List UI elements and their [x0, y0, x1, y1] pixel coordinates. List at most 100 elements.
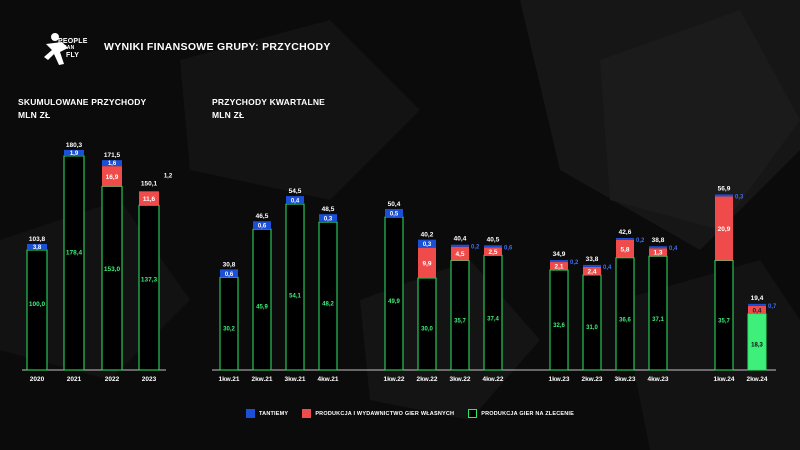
legend-item-own-games: PRODUKCJA I WYDAWNICTWO GIER WŁASNYCH [302, 409, 454, 418]
quarterly-bar-royalty-4kw-22 [484, 245, 502, 248]
cumulative-total-2020: 103,8 [29, 236, 46, 243]
quarterly-total-2kw-24: 19,4 [751, 295, 764, 302]
quarterly-bar-contract-1kw-22 [384, 216, 404, 371]
cumulative-total-2021: 180,3 [66, 142, 83, 149]
quarterly-label-own-1kw-24: 20,9 [718, 226, 731, 233]
quarterly-label-royalty-1kw-23: 0,2 [570, 260, 579, 266]
quarterly-label-contract-1kw-23: 32,6 [553, 323, 565, 329]
quarterly-label-contract-2kw-23: 31,0 [586, 325, 598, 331]
quarterly-category-2kw-21: 2kw.21 [251, 376, 272, 383]
cumulative-total-2022: 171,5 [104, 152, 121, 159]
quarterly-total-1kw-21: 30,8 [223, 261, 236, 268]
cumulative-bar-royalty-2021 [64, 149, 84, 156]
cumulative-label-own-2023: 11,6 [143, 196, 156, 203]
people-can-fly-logo [44, 33, 68, 65]
page-title: WYNIKI FINANSOWE GRUPY: PRZYCHODY [104, 41, 331, 53]
cumulative-bar-own-2023 [139, 191, 159, 206]
cumulative-bar-royalty-2020 [27, 244, 47, 250]
cumulative-bar-contract-2021 [63, 155, 85, 371]
cumulative-category-2021: 2021 [67, 376, 82, 383]
quarterly-category-1kw-24: 1kw.24 [713, 376, 734, 383]
legend-item-contract-games: PRODUKCJA GIER NA ZLECENIE [468, 409, 574, 418]
quarterly-category-4kw-21: 4kw.21 [317, 376, 338, 383]
quarterly-total-3kw-22: 40,4 [454, 236, 467, 243]
quarterly-bar-contract-4kw-21 [318, 221, 338, 371]
quarterly-label-royalty-1kw-24: 0,3 [735, 194, 744, 200]
quarterly-bar-royalty-1kw-23 [550, 260, 568, 263]
quarterly-label-own-3kw-23: 5,8 [620, 246, 629, 253]
quarterly-bar-contract-2kw-23 [582, 274, 602, 371]
quarterly-category-2kw-24: 2kw.24 [746, 376, 767, 383]
legend-item-tantiemy: TANTIEMY [246, 409, 288, 418]
quarterly-total-4kw-22: 40,5 [487, 236, 500, 243]
cumulative-bar-contract-2022 [101, 185, 123, 371]
quarterly-bar-royalty-1kw-22 [385, 208, 403, 217]
quarterly-bar-contract-1kw-24 [714, 260, 734, 371]
quarterly-chart-title: PRZYCHODY KWARTALNE MLN ZŁ [212, 97, 326, 120]
cumulative-bar-own-2022 [102, 166, 122, 187]
quarterly-bar-contract-4kw-22 [483, 254, 503, 371]
quarterly-total-2kw-21: 46,5 [256, 213, 269, 220]
legend-label-tantiemy: TANTIEMY [259, 410, 289, 417]
cumulative-label-royalty-2020: 3,8 [33, 245, 42, 251]
cumulative-label-contract-2023: 137,3 [141, 276, 158, 283]
quarterly-bar-own-3kw-22 [451, 246, 469, 261]
quarterly-total-3kw-23: 42,6 [619, 229, 632, 236]
quarterly-label-royalty-2kw-24: 0,7 [768, 304, 777, 310]
quarterly-bar-own-1kw-24 [715, 196, 733, 261]
quarterly-bar-contract-2kw-21 [252, 228, 272, 371]
quarterly-label-royalty-3kw-22: 0,2 [471, 245, 480, 251]
quarterly-label-contract-2kw-21: 45,9 [256, 305, 268, 311]
legend: TANTIEMY PRODUKCJA I WYDAWNICTWO GIER WŁ… [246, 409, 588, 418]
cumulative-label-own-2022: 16,9 [106, 174, 119, 181]
quarterly-label-contract-3kw-23: 36,6 [619, 317, 631, 323]
cumulative-label-contract-2020: 100,0 [29, 301, 46, 308]
cumulative-label-contract-2022: 153,0 [104, 266, 121, 273]
quarterly-category-3kw-22: 3kw.22 [449, 376, 470, 383]
quarterly-label-royalty-4kw-21: 0,3 [324, 217, 333, 223]
quarterly-total-4kw-21: 48,5 [322, 206, 335, 213]
quarterly-label-royalty-1kw-21: 0,6 [225, 272, 234, 278]
quarterly-bar-contract-4kw-23 [648, 255, 668, 371]
quarterly-bar-royalty-3kw-23 [616, 237, 634, 240]
cumulative-bar-contract-2023 [138, 204, 160, 371]
quarterly-label-royalty-2kw-23: 0,4 [603, 265, 612, 271]
quarterly-bar-royalty-4kw-23 [649, 246, 667, 249]
quarterly-label-contract-1kw-22: 49,9 [388, 299, 400, 305]
cumulative-chart-title: SKUMULOWANE PRZYCHODY MLN ZŁ [18, 97, 147, 120]
quarterly-label-contract-1kw-21: 30,2 [223, 326, 235, 332]
quarterly-total-2kw-22: 40,2 [421, 232, 434, 239]
quarterly-label-royalty-4kw-23: 0,4 [669, 246, 678, 252]
quarterly-label-own-2kw-23: 2,4 [587, 268, 596, 275]
quarterly-category-4kw-22: 4kw.22 [482, 376, 503, 383]
quarterly-bar-own-4kw-22 [484, 247, 502, 256]
quarterly-total-2kw-23: 33,8 [586, 256, 599, 263]
quarterly-category-2kw-23: 2kw.23 [581, 376, 602, 383]
quarterly-bar-own-2kw-23 [583, 266, 601, 275]
quarterly-label-royalty-4kw-22: 0,6 [504, 245, 513, 251]
quarterly-bar-royalty-2kw-21 [253, 221, 271, 230]
cumulative-label-royalty-2021: 1,9 [70, 151, 79, 157]
cumulative-label-contract-2021: 178,4 [66, 249, 83, 256]
quarterly-label-royalty-3kw-21: 0,4 [291, 199, 300, 205]
quarterly-bar-contract-1kw-23 [549, 269, 569, 371]
legend-swatch-own-games [302, 409, 312, 418]
quarterly-category-3kw-21: 3kw.21 [284, 376, 305, 383]
quarterly-bar-royalty-2kw-23 [583, 264, 601, 267]
quarterly-category-4kw-23: 4kw.23 [647, 376, 668, 383]
cumulative-bar-royalty-2022 [102, 160, 122, 167]
quarterly-bar-own-4kw-23 [649, 248, 667, 257]
quarterly-label-contract-4kw-22: 37,4 [487, 316, 499, 322]
quarterly-total-1kw-24: 56,9 [718, 185, 731, 192]
quarterly-label-contract-3kw-21: 54,1 [289, 293, 301, 299]
quarterly-label-contract-2kw-22: 30,0 [421, 327, 433, 333]
quarterly-total-4kw-23: 38,8 [652, 237, 665, 244]
quarterly-category-1kw-23: 1kw.23 [548, 376, 569, 383]
quarterly-label-own-2kw-22: 9,9 [422, 260, 431, 267]
quarterly-label-contract-2kw-24: 18,3 [751, 343, 763, 349]
cumulative-category-2020: 2020 [30, 376, 45, 383]
quarterly-label-own-3kw-22: 4,5 [455, 251, 464, 258]
cumulative-label-royalty-2022: 1,6 [108, 161, 117, 167]
quarterly-bar-royalty-1kw-21 [220, 269, 238, 278]
quarterly-bar-own-2kw-22 [418, 247, 436, 278]
